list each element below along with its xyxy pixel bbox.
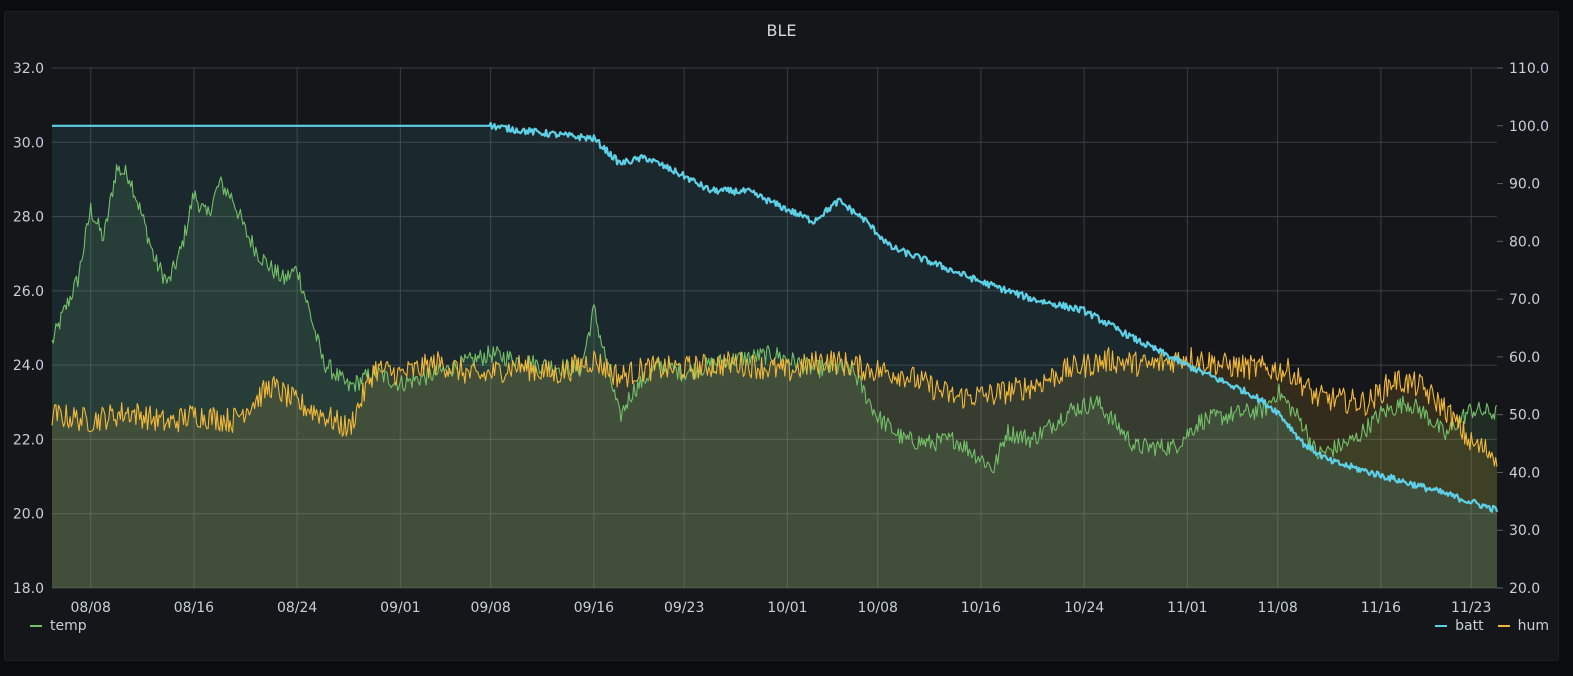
x-tick-label: 11/01 <box>1167 600 1207 616</box>
x-tick-label: 11/16 <box>1361 600 1401 616</box>
x-tick-label: 10/24 <box>1064 600 1104 616</box>
legend-item-temp[interactable]: temp <box>30 618 87 634</box>
series-areas <box>52 123 1497 588</box>
y-left-tick-label: 30.0 <box>13 135 44 151</box>
y-left-tick-label: 28.0 <box>13 210 44 226</box>
y-right-tick-label: 100.0 <box>1509 119 1549 135</box>
series-line-batt <box>52 121 1499 513</box>
y-left-tick-label: 26.0 <box>13 284 44 300</box>
legend-left: temp <box>30 618 87 634</box>
y-right-tick-label: 50.0 <box>1509 408 1540 424</box>
legend-swatch-batt <box>1435 625 1448 627</box>
legend-swatch-temp <box>30 625 42 627</box>
series-area-temp <box>52 164 1497 588</box>
y-right-tick-label: 70.0 <box>1509 292 1540 308</box>
x-tick-label: 08/08 <box>71 600 111 616</box>
y-right-tick-label: 20.0 <box>1509 581 1540 597</box>
y-left-tick-label: 24.0 <box>13 358 44 374</box>
grid-lines <box>52 67 1497 589</box>
x-tick-label: 08/16 <box>174 600 214 616</box>
panel-title: BLE <box>766 21 797 40</box>
legend-label-hum: hum <box>1517 618 1549 634</box>
x-tick-label: 09/01 <box>380 600 420 616</box>
legend-label-batt: batt <box>1455 618 1484 634</box>
x-tick-label: 10/16 <box>961 600 1001 616</box>
y-axis-right: 20.0 30.0 40.0 50.0 60.0 70.0 80.0 90.0 100.0 110… <box>1497 61 1549 597</box>
y-right-tick-label: 80.0 <box>1509 234 1540 250</box>
legend-item-hum[interactable]: hum <box>1497 618 1549 634</box>
x-tick-label: 08/24 <box>277 600 317 616</box>
y-right-tick-label: 110.0 <box>1509 61 1549 77</box>
y-right-tick-label: 90.0 <box>1509 177 1540 193</box>
legend-right: batt hum <box>1435 618 1549 634</box>
series-area-batt <box>52 123 1497 588</box>
legend-swatch-hum <box>1497 625 1510 627</box>
y-left-tick-label: 20.0 <box>13 507 44 523</box>
chart-panel: BLE <box>4 11 1559 661</box>
x-tick-label: 09/23 <box>664 600 704 616</box>
legend-item-batt[interactable]: batt <box>1435 618 1484 634</box>
y-right-tick-label: 30.0 <box>1509 523 1540 539</box>
series-area-hum <box>52 347 1497 588</box>
y-left-tick-label: 32.0 <box>13 61 44 77</box>
y-left-tick-label: 18.0 <box>13 581 44 597</box>
x-tick-label: 10/08 <box>858 600 898 616</box>
legend-label-temp: temp <box>50 618 87 634</box>
series-lines <box>51 121 1499 513</box>
x-tick-label: 11/23 <box>1451 600 1491 616</box>
x-tick-label: 09/08 <box>470 600 510 616</box>
x-tick-label: 09/16 <box>574 600 614 616</box>
series-line-hum <box>51 346 1498 467</box>
x-tick-label: 10/01 <box>767 600 807 616</box>
x-axis: 08/08 08/16 08/24 09/01 09/08 09/16 09/23 10/01… <box>71 600 1492 616</box>
x-tick-label: 11/08 <box>1257 600 1297 616</box>
y-left-tick-label: 22.0 <box>13 432 44 448</box>
y-right-tick-label: 40.0 <box>1509 465 1540 481</box>
y-axis-left: 18.0 20.0 22.0 24.0 26.0 28.0 30.0 32.0 <box>13 61 44 597</box>
y-right-tick-label: 60.0 <box>1509 350 1540 366</box>
